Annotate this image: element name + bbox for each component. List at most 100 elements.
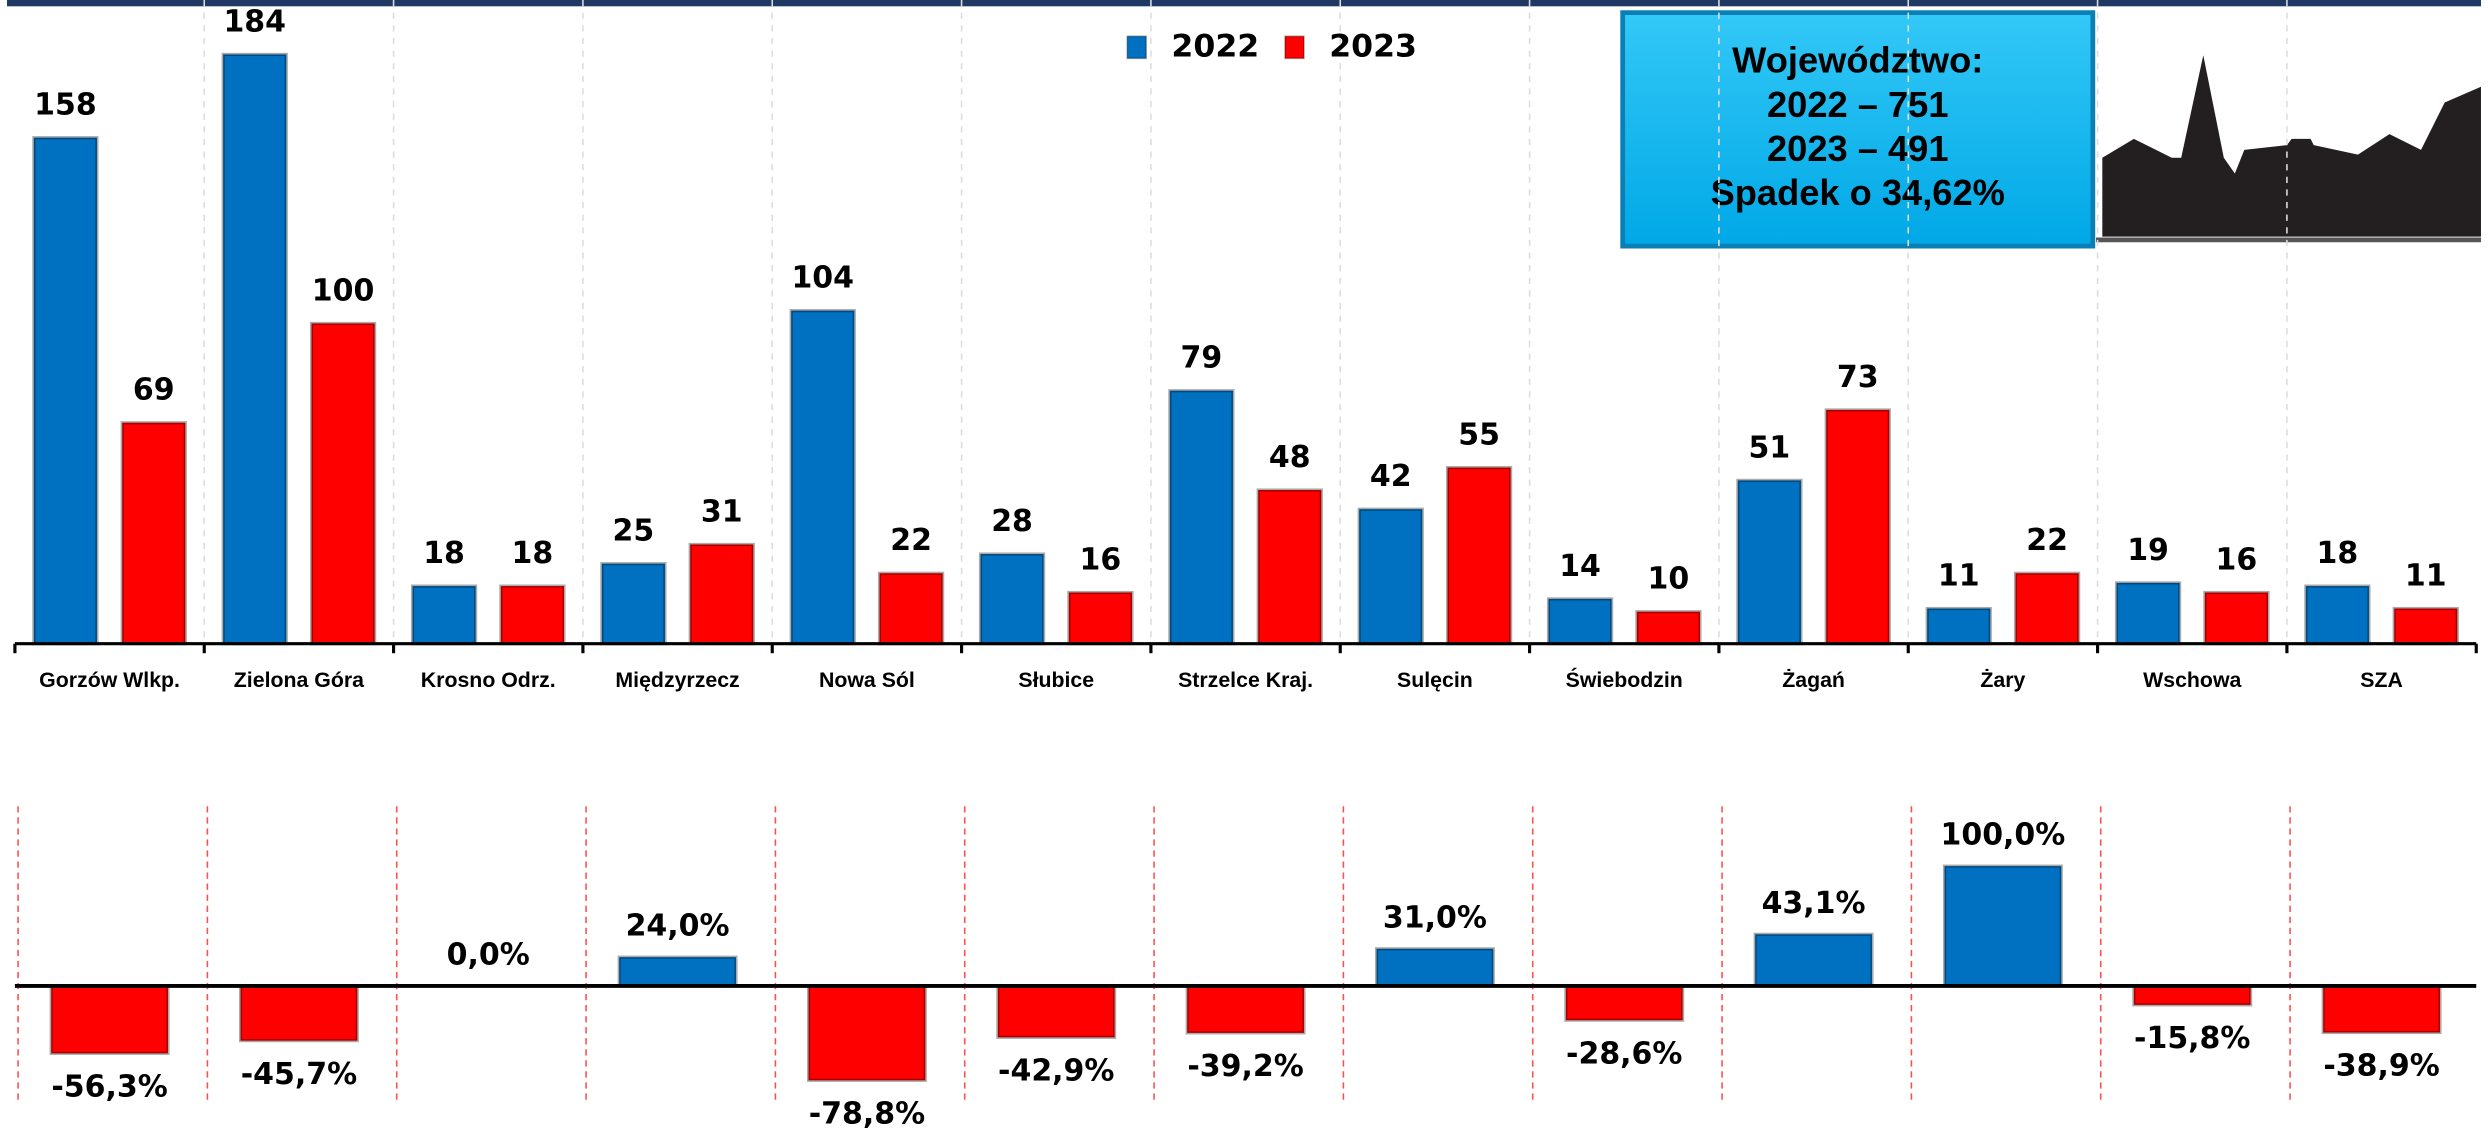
legend-swatch (1126, 35, 1147, 60)
bar (221, 52, 288, 646)
value-label: 184 (223, 4, 286, 39)
value-label: 24,0% (626, 909, 730, 944)
value-label: 18 (512, 536, 554, 571)
bar (1445, 465, 1513, 646)
legend-swatch (1284, 35, 1305, 60)
value-label: 22 (890, 523, 932, 558)
value-label: 69 (133, 373, 175, 408)
top-strip (7, 0, 2481, 7)
info-line: Województwo: (1732, 40, 1983, 81)
value-label: 14 (1559, 549, 1601, 584)
bar (499, 584, 566, 646)
x-tick-label: Wschowa (2143, 668, 2241, 692)
x-tick-label: Żagań (1782, 668, 1845, 692)
value-label: 22 (2026, 523, 2068, 558)
bar (877, 571, 945, 646)
x-tick-label: SZA (2360, 668, 2403, 692)
value-label: 104 (791, 261, 854, 296)
value-label: 0,0% (447, 937, 530, 972)
bar (1256, 488, 1323, 646)
bar (309, 321, 377, 646)
bar (238, 984, 359, 1043)
x-tick-label: Międzyrzecz (615, 668, 739, 692)
x-tick-label: Słubice (1018, 668, 1094, 692)
bar (410, 584, 478, 646)
value-label: 100,0% (1940, 818, 2065, 853)
bar (120, 421, 187, 646)
info-line: Spadek o 34,62% (1711, 172, 2005, 213)
bar (1824, 408, 1891, 646)
value-label: 48 (1269, 440, 1311, 475)
bar (49, 984, 170, 1055)
bar (996, 984, 1117, 1039)
bar (32, 136, 99, 646)
bar (1357, 507, 1424, 646)
value-label: 100 (312, 273, 375, 308)
bar (1168, 389, 1235, 646)
value-label: -45,7% (241, 1057, 357, 1092)
info-line: 2022 – 751 (1767, 84, 1949, 125)
x-tick-label: Krosno Odrz. (421, 668, 556, 692)
value-label: -56,3% (51, 1070, 167, 1105)
bar (978, 552, 1046, 646)
value-label: 55 (1458, 418, 1500, 453)
value-label: 16 (1080, 542, 1122, 577)
value-label: -39,2% (1187, 1049, 1303, 1084)
value-label: 10 (1648, 562, 1690, 597)
x-tick-label: Strzelce Kraj. (1178, 668, 1313, 692)
info-line: 2023 – 491 (1767, 128, 1949, 169)
value-label: -78,8% (809, 1097, 925, 1132)
value-label: 18 (2317, 536, 2359, 571)
bar (1374, 947, 1495, 988)
bar (1736, 478, 1803, 646)
bar (2203, 590, 2270, 646)
bar (1185, 984, 1306, 1035)
x-tick-label: Gorzów Wlkp. (39, 668, 180, 692)
bar (2392, 606, 2459, 646)
value-label: -15,8% (2134, 1021, 2250, 1056)
value-label: 25 (613, 514, 655, 549)
bar (1753, 932, 1874, 988)
bar (600, 562, 667, 646)
x-tick-label: Żary (1980, 668, 2025, 692)
value-label: 42 (1370, 459, 1412, 494)
skyline-image (2102, 55, 2481, 237)
value-label: 19 (2127, 533, 2169, 568)
bar (1564, 984, 1685, 1022)
bar (2304, 584, 2371, 646)
value-label: 11 (1938, 558, 1980, 593)
bar (1546, 597, 1614, 646)
info-box-frame (1620, 10, 2096, 249)
x-tick-label: Nowa Sól (819, 668, 915, 692)
legend-label: 2023 (1329, 28, 1417, 64)
value-label: 43,1% (1762, 886, 1866, 921)
value-label: 31,0% (1383, 900, 1487, 935)
bar (688, 542, 755, 646)
bar (1942, 864, 2063, 988)
bar (1635, 610, 1702, 646)
value-label: 73 (1837, 360, 1879, 395)
x-tick-label: Świebodzin (1566, 667, 1683, 692)
bar (2114, 581, 2182, 646)
value-label: -28,6% (1566, 1036, 1682, 1071)
value-label: 28 (991, 504, 1033, 539)
x-tick-label: Zielona Góra (234, 668, 364, 692)
value-label: -38,9% (2323, 1049, 2439, 1084)
value-label: 16 (2216, 542, 2258, 577)
value-label: 11 (2405, 558, 2447, 593)
value-label: -42,9% (998, 1054, 1114, 1089)
legend-label: 2022 (1171, 28, 1259, 64)
value-label: 31 (701, 494, 743, 529)
bar (2321, 984, 2442, 1035)
info-box: Województwo: 2022 – 751 2023 – 491 Spade… (1620, 10, 2096, 249)
value-label: 79 (1181, 341, 1223, 376)
bar (806, 984, 927, 1082)
bar (789, 309, 856, 646)
value-label: 51 (1749, 430, 1791, 465)
bar (1067, 590, 1134, 646)
value-label: 18 (423, 536, 465, 571)
value-label: 158 (34, 88, 97, 123)
x-tick-label: Sulęcin (1397, 668, 1473, 692)
